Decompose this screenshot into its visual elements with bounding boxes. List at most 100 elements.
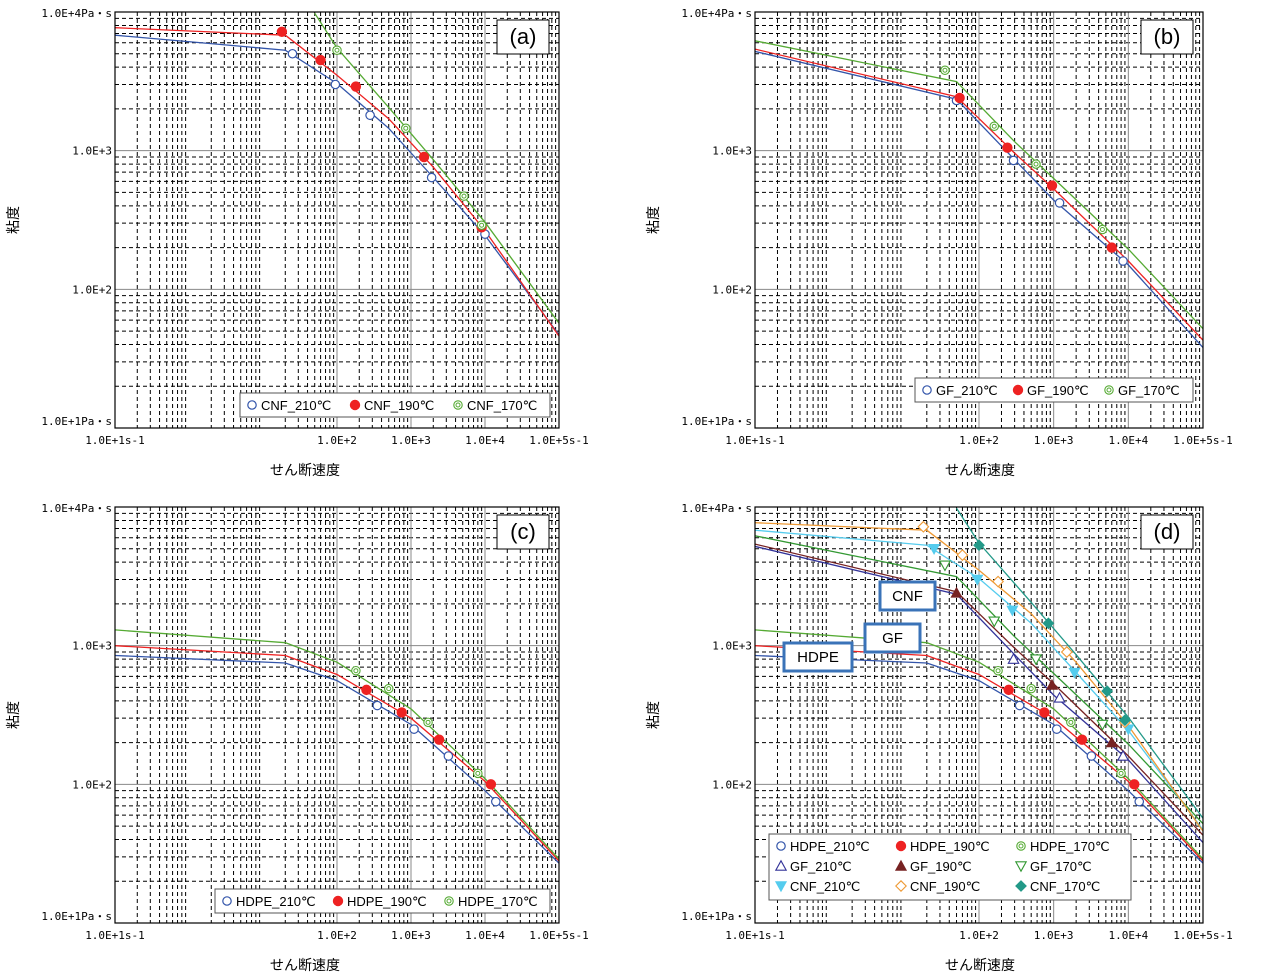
x-tick-label: 1.0E+2 <box>317 434 357 447</box>
x-tick-label: 1.0E+4 <box>465 434 505 447</box>
x-tick-label: 1.0E+1s-1 <box>725 929 785 942</box>
series-line <box>115 629 559 860</box>
legend-marker <box>1016 841 1026 851</box>
data-point <box>1105 736 1118 748</box>
legend-label: GF_210℃ <box>936 383 998 398</box>
y-axis-title: 粘度 <box>6 206 22 234</box>
series-line <box>955 507 1203 819</box>
data-point <box>1008 155 1019 166</box>
data-points <box>351 665 501 807</box>
grid <box>115 12 559 428</box>
legend-label: HDPE_170℃ <box>1030 839 1110 854</box>
data-point <box>1031 159 1041 169</box>
data-point <box>418 151 430 163</box>
panel-label-box <box>1140 19 1194 55</box>
legend-marker <box>895 880 907 892</box>
legend-marker <box>444 896 454 906</box>
legend-marker <box>1014 861 1028 873</box>
data-point <box>1029 654 1043 666</box>
data-points <box>940 65 1128 266</box>
data-point <box>351 665 361 676</box>
x-tick-label: 1.0E+3 <box>391 929 431 942</box>
x-tick-label: 1.0E+4 <box>465 929 505 942</box>
data-point <box>1134 796 1145 807</box>
data-point <box>383 683 394 694</box>
data-point <box>938 560 952 572</box>
data-point <box>1060 646 1073 658</box>
x-tick-label: 1.0E+1s-1 <box>85 434 145 447</box>
x-axis-title: せん断速度 <box>945 958 1015 974</box>
data-point <box>1045 678 1059 690</box>
data-point <box>1116 768 1126 779</box>
panel-label-box <box>496 19 550 55</box>
legend: GF_210℃ GF_190℃ GF_170℃ <box>914 377 1194 403</box>
y-axis-title: 粘度 <box>646 206 662 234</box>
x-tick-label: 1.0E+2 <box>959 434 999 447</box>
y-tick-label: 1.0E+2 <box>72 283 112 296</box>
x-tick-label: 1.0E+3 <box>1034 434 1074 447</box>
legend-marker <box>349 399 361 411</box>
data-point <box>396 707 407 718</box>
y-tick-label: 1.0E+1Pa・s <box>681 910 752 923</box>
legend-box <box>768 833 1132 901</box>
legend-marker <box>894 859 908 871</box>
legend-marker <box>774 859 788 871</box>
data-point <box>409 724 419 734</box>
x-tick-label: 1.0E+3 <box>391 434 431 447</box>
data-point <box>1014 700 1025 711</box>
y-tick-label: 1.0E+2 <box>712 778 752 791</box>
y-tick-label: 1.0E+3 <box>712 640 752 653</box>
plot-frame <box>754 11 1204 429</box>
series-line <box>755 50 1203 349</box>
data-point <box>927 544 941 555</box>
data-point <box>1007 652 1020 664</box>
legend-label: GF_170℃ <box>1118 383 1180 398</box>
x-axis-title: せん断速度 <box>270 958 340 974</box>
data-point <box>459 191 469 201</box>
data-point <box>1118 256 1128 266</box>
data-point <box>1086 751 1097 761</box>
legend-label: HDPE_170℃ <box>458 894 538 909</box>
panel-label: (b) <box>1154 24 1181 49</box>
grid <box>755 12 1203 428</box>
series-line <box>314 12 559 324</box>
data-point <box>476 220 487 230</box>
x-tick-label: 1.0E+1s-1 <box>85 929 145 942</box>
data-point <box>917 520 930 533</box>
plot-frame <box>114 11 560 429</box>
legend-label: HDPE_210℃ <box>236 894 316 909</box>
x-axis-title: せん断速度 <box>270 463 340 479</box>
plot-frame <box>754 506 1204 924</box>
data-point <box>1003 684 1014 696</box>
legend: HDPE_210℃ HDPE_190℃ HDPE_170℃ <box>214 888 551 914</box>
callout-label: HDPE <box>797 649 839 666</box>
data-point <box>401 123 411 134</box>
legend-marker <box>776 841 786 851</box>
y-tick-label: 1.0E+3 <box>72 640 112 653</box>
data-point <box>350 81 362 92</box>
chart-panel: 1.0E+4Pa・s 1.0E+3 1.0E+2 1.0E+1Pa・s 1.0E+1s-… <box>646 7 1233 479</box>
data-point <box>1026 683 1036 694</box>
x-axis-title: せん断速度 <box>945 463 1015 479</box>
data-point <box>361 684 372 696</box>
chart-panel: 1.0E+4Pa・s 1.0E+3 1.0E+2 1.0E+1Pa・s 1.0E+1s-… <box>6 502 589 974</box>
legend-marker <box>774 881 788 893</box>
data-point <box>433 734 445 745</box>
legend-label: CNF_210℃ <box>790 879 860 894</box>
y-tick-label: 1.0E+4Pa・s <box>681 7 752 20</box>
legend-marker <box>332 895 344 907</box>
legend-label: GF_210℃ <box>790 859 852 874</box>
panel-label-box <box>1140 514 1194 550</box>
data-point <box>423 717 433 728</box>
legend-marker <box>1104 385 1114 395</box>
data-point <box>1046 180 1058 191</box>
plot-frame <box>114 506 560 924</box>
data-point <box>940 65 950 76</box>
data-point <box>950 586 963 598</box>
data-point <box>1119 714 1131 727</box>
data-point <box>426 172 437 183</box>
data-point <box>988 616 1001 628</box>
x-tick-label: 1.0E+5s-1 <box>529 929 589 942</box>
y-tick-label: 1.0E+4Pa・s <box>41 7 112 20</box>
legend-label: HDPE_210℃ <box>790 839 870 854</box>
